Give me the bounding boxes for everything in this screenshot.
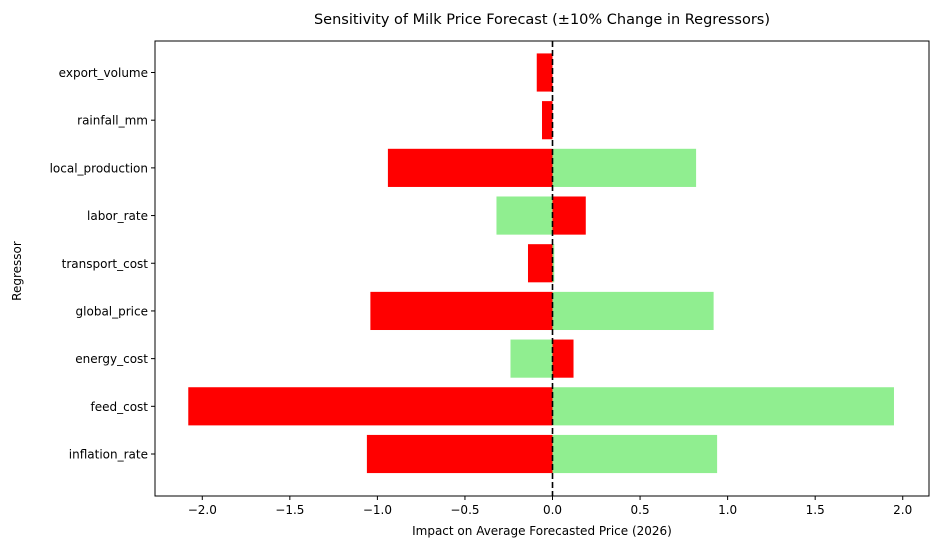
x-axis-title: Impact on Average Forecasted Price (2026…: [412, 524, 672, 538]
y-tick-label-labor_rate: labor_rate: [87, 209, 148, 223]
bar-inflation_rate-series-0: [552, 434, 718, 474]
x-tick-label: −1.5: [275, 503, 304, 517]
y-tick-label-export_volume: export_volume: [59, 66, 148, 80]
bar-energy_cost-series-0: [510, 339, 553, 378]
bar-labor_rate-series-0: [496, 196, 553, 235]
bar-rainfall_mm-series-1: [542, 101, 553, 140]
bar-labor_rate-series-1: [552, 196, 586, 235]
bar-transport_cost-series-1: [527, 244, 553, 283]
bar-local_production-series-1: [387, 148, 553, 187]
y-axis-ticks: inflation_rate feed_cost energy_cost global…: [50, 66, 155, 462]
y-tick-label-rainfall_mm: rainfall_mm: [77, 114, 148, 128]
x-tick-label: −2.0: [188, 503, 217, 517]
bar-export_volume-series-1: [536, 53, 553, 92]
bar-energy_cost-series-1: [552, 339, 574, 378]
bar-inflation_rate-series-1: [366, 434, 553, 474]
x-tick-label: 0.0: [543, 503, 562, 517]
x-tick-label: 1.5: [806, 503, 825, 517]
y-tick-label-inflation_rate: inflation_rate: [69, 448, 148, 462]
y-tick-label-feed_cost: feed_cost: [90, 400, 148, 414]
bar-global_price-series-0: [552, 291, 714, 331]
x-tick-label: 0.5: [631, 503, 650, 517]
x-tick-label: −1.0: [363, 503, 392, 517]
x-axis-ticks: −2.0 −1.5 −1.0 −0.5 0.0 0.5 1.0 1.5 2.0: [188, 496, 912, 517]
bars-group: [188, 53, 894, 474]
y-axis-title: Regressor: [10, 241, 24, 301]
bar-transport_cost-series-0: [552, 244, 555, 283]
y-tick-label-global_price: global_price: [76, 304, 148, 318]
bar-global_price-series-1: [370, 291, 553, 331]
bar-local_production-series-0: [552, 148, 697, 187]
x-tick-label: 2.0: [893, 503, 912, 517]
x-tick-label: 1.0: [718, 503, 737, 517]
chart-title: Sensitivity of Milk Price Forecast (±10%…: [314, 12, 770, 28]
y-tick-label-energy_cost: energy_cost: [75, 352, 148, 366]
bar-feed_cost-series-1: [188, 387, 553, 426]
x-tick-label: −0.5: [450, 503, 479, 517]
plot-frame: [154, 40, 930, 497]
y-tick-label-transport_cost: transport_cost: [62, 257, 149, 271]
bar-feed_cost-series-0: [552, 387, 894, 426]
y-tick-label-local_production: local_production: [50, 161, 148, 175]
